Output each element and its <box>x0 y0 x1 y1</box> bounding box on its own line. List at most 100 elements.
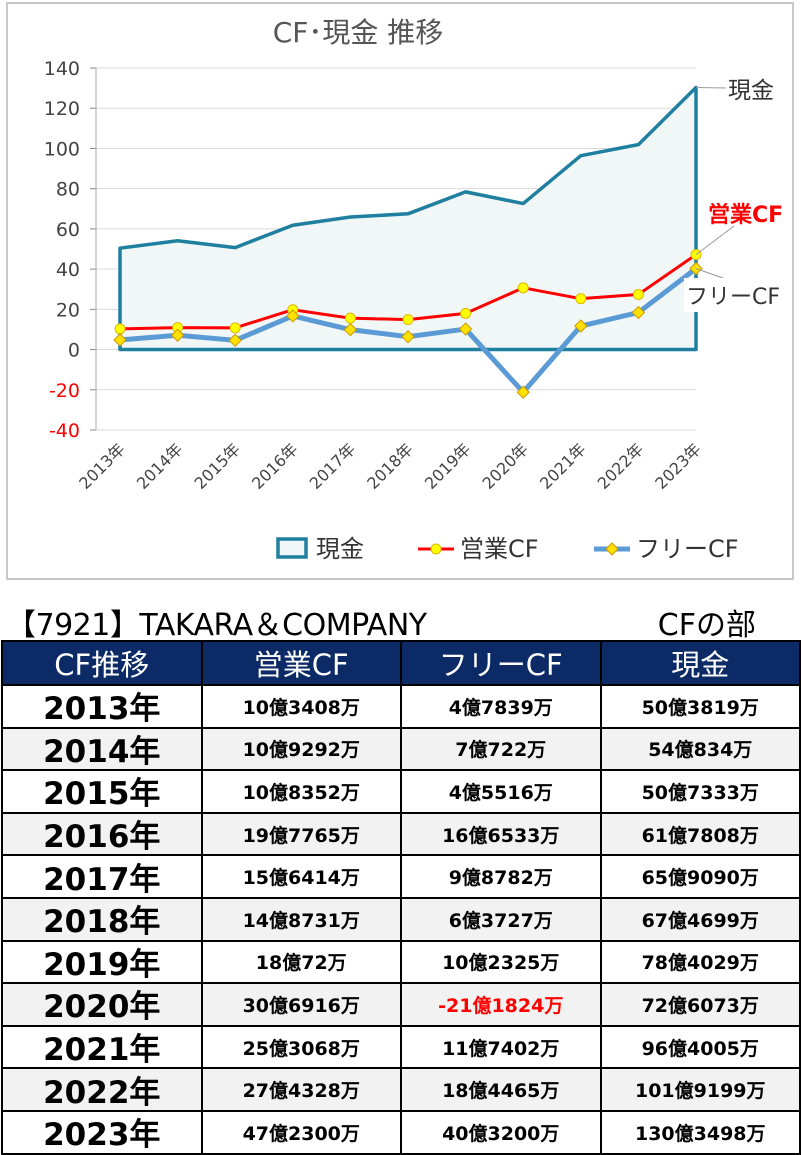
cash-cell: 50億7333万 <box>601 770 801 813</box>
year-cell: 2013年 <box>2 685 202 728</box>
label-free-cf: フリーCF <box>686 285 780 310</box>
y-tick-label: 0 <box>68 340 80 362</box>
section-label: CFの部 <box>658 600 756 644</box>
operating-cf-cell: 14億8731万 <box>202 898 402 941</box>
free-cf-cell: 6億3727万 <box>401 898 601 941</box>
table-heading: 【7921】TAKARA＆COMPANY CFの部 <box>0 600 802 640</box>
label-cash: 現金 <box>728 78 774 104</box>
cash-cell: 78億4029万 <box>601 941 801 984</box>
operating-cf-point <box>115 324 125 334</box>
cash-cell: 72億6073万 <box>601 983 801 1026</box>
chart-title: CF･現金 推移 <box>273 16 444 49</box>
free-cf-cell: 40億3200万 <box>401 1111 601 1154</box>
x-tick-label: 2018年 <box>363 439 417 493</box>
header-free-cf: フリーCF <box>401 641 601 685</box>
operating-cf-cell: 18億72万 <box>202 941 402 984</box>
label-operating-cf: 営業CF <box>708 202 783 228</box>
free-cf-cell: 10億2325万 <box>401 941 601 984</box>
cash-cell: 65億9090万 <box>601 855 801 898</box>
operating-cf-cell: 47億2300万 <box>202 1111 402 1154</box>
year-cell: 2022年 <box>2 1068 202 1111</box>
operating-cf-cell: 27億4328万 <box>202 1068 402 1111</box>
x-tick-label: 2022年 <box>594 439 648 493</box>
operating-cf-point <box>230 323 240 333</box>
company-name: 【7921】TAKARA＆COMPANY <box>6 600 427 644</box>
header-operating-cf: 営業CF <box>202 641 402 685</box>
leader-line <box>696 226 734 255</box>
cash-cell: 50億3819万 <box>601 685 801 728</box>
cash-cell: 54億834万 <box>601 728 801 771</box>
header-cash: 現金 <box>601 641 801 685</box>
x-tick-label: 2017年 <box>306 439 360 493</box>
legend-free-cf-label: フリーCF <box>636 535 739 563</box>
operating-cf-point <box>345 313 355 323</box>
legend-operating-cf-label: 営業CF <box>460 535 539 563</box>
cash-cell: 130億3498万 <box>601 1111 801 1154</box>
year-cell: 2017年 <box>2 855 202 898</box>
cash-cell: 61億7808万 <box>601 813 801 856</box>
operating-cf-point <box>518 283 528 293</box>
operating-cf-cell: 25億3068万 <box>202 1026 402 1069</box>
free-cf-cell: 18億4465万 <box>401 1068 601 1111</box>
x-tick-label: 2019年 <box>421 439 475 493</box>
y-tick-label: -20 <box>49 380 80 402</box>
operating-cf-cell: 10億8352万 <box>202 770 402 813</box>
table-header-row: CF推移 営業CF フリーCF 現金 <box>2 641 800 685</box>
operating-cf-point <box>461 308 471 318</box>
x-tick-label: 2015年 <box>190 439 244 493</box>
series-cash-area <box>120 88 696 350</box>
y-tick-label: 20 <box>56 299 80 321</box>
operating-cf-point <box>633 289 643 299</box>
year-cell: 2016年 <box>2 813 202 856</box>
free-cf-cell: 7億722万 <box>401 728 601 771</box>
free-cf-cell: 16億6533万 <box>401 813 601 856</box>
cash-cell: 67億4699万 <box>601 898 801 941</box>
year-cell: 2019年 <box>2 941 202 984</box>
year-cell: 2023年 <box>2 1111 202 1154</box>
free-cf-cell: 9億8782万 <box>401 855 601 898</box>
x-tick-label: 2020年 <box>478 439 532 493</box>
free-cf-cell: 4億5516万 <box>401 770 601 813</box>
legend-cash-label: 現金 <box>316 535 364 563</box>
y-tick-label: -40 <box>49 420 80 442</box>
operating-cf-cell: 10億3408万 <box>202 685 402 728</box>
y-tick-label: 80 <box>56 179 80 201</box>
operating-cf-cell: 30億6916万 <box>202 983 402 1026</box>
year-cell: 2018年 <box>2 898 202 941</box>
free-cf-cell: 4億7839万 <box>401 685 601 728</box>
year-cell: 2014年 <box>2 728 202 771</box>
y-tick-label: 60 <box>56 219 80 241</box>
header-cf: CF推移 <box>2 641 202 685</box>
y-tick-label: 40 <box>56 259 80 281</box>
y-tick-label: 140 <box>44 58 80 80</box>
x-tick-label: 2023年 <box>651 439 705 493</box>
cash-cell: 101億9199万 <box>601 1068 801 1111</box>
operating-cf-point <box>403 315 413 325</box>
year-cell: 2015年 <box>2 770 202 813</box>
operating-cf-cell: 19億7765万 <box>202 813 402 856</box>
x-tick-label: 2013年 <box>75 439 129 493</box>
x-tick-label: 2016年 <box>248 439 302 493</box>
free-cf-cell: 11億7402万 <box>401 1026 601 1069</box>
year-cell: 2021年 <box>2 1026 202 1069</box>
free-cf-cell: -21億1824万 <box>401 983 601 1026</box>
operating-cf-cell: 15億6414万 <box>202 855 402 898</box>
operating-cf-cell: 10億9292万 <box>202 728 402 771</box>
legend-free-cf-marker <box>606 543 618 555</box>
x-tick-label: 2021年 <box>536 439 590 493</box>
year-cell: 2020年 <box>2 983 202 1026</box>
legend-operating-cf-marker <box>431 544 441 554</box>
operating-cf-point <box>576 294 586 304</box>
